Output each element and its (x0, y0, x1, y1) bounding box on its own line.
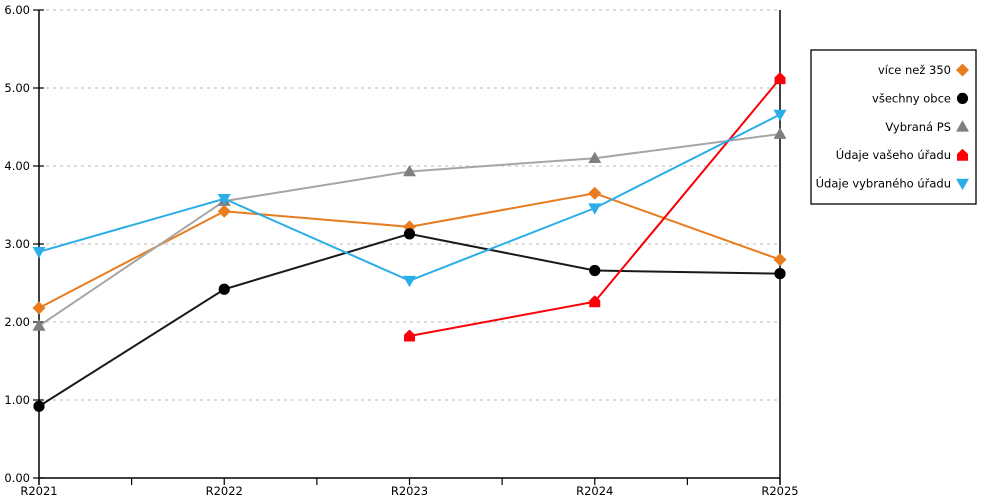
y-tick-label: 0.00 (4, 471, 30, 485)
legend-box (810, 49, 977, 205)
x-tick-label: R2025 (761, 484, 798, 498)
data-point-marker-4 (32, 247, 46, 259)
y-tick-label: 2.00 (4, 315, 30, 329)
data-point-marker-0 (588, 186, 602, 200)
x-tick-label: R2023 (391, 484, 428, 498)
triangle-up-legend-icon (956, 120, 969, 132)
data-point-marker-2 (403, 164, 416, 177)
data-point-marker-1 (33, 400, 45, 412)
data-point-marker-1 (589, 264, 601, 277)
pentagon-legend-icon (957, 148, 968, 161)
data-point-marker-0 (217, 204, 231, 218)
data-point-marker-3 (589, 295, 601, 308)
data-point-marker-3 (404, 329, 415, 342)
data-point-marker-1 (218, 283, 230, 295)
data-point-marker-0 (32, 301, 46, 315)
triangle-down-legend-icon (956, 178, 969, 191)
data-point-marker-3 (774, 72, 786, 85)
x-tick-label: R2021 (20, 484, 57, 498)
y-tick-label: 1.00 (4, 393, 30, 407)
y-tick-label: 3.00 (4, 237, 30, 251)
diamond-legend-icon (956, 63, 969, 77)
data-point-marker-4 (588, 203, 602, 215)
data-point-marker-2 (32, 319, 46, 331)
legend-label: více než 350 (878, 63, 951, 77)
legend-label: Údaje vybraného úřadu (816, 176, 951, 191)
series-line-1 (38, 232, 781, 408)
data-point-marker-4 (773, 109, 787, 122)
y-tick-label: 5.00 (4, 81, 30, 95)
legend-label: všechny obce (872, 91, 951, 105)
y-tick-label: 4.00 (4, 159, 30, 173)
data-point-marker-2 (588, 151, 602, 163)
circle-legend-icon (956, 92, 969, 104)
legend-label: Údaje vašeho úřadu (836, 147, 951, 162)
x-tick-label: R2022 (206, 484, 243, 498)
data-point-marker-1 (403, 228, 416, 240)
data-point-marker-1 (774, 268, 786, 280)
data-point-marker-0 (773, 253, 787, 267)
data-point-marker-4 (403, 275, 416, 288)
series-line-4 (38, 113, 781, 282)
x-tick-label: R2024 (576, 484, 613, 498)
y-tick-label: 6.00 (4, 3, 30, 17)
data-point-marker-4 (217, 193, 231, 206)
data-point-marker-2 (773, 127, 787, 139)
legend-label: Vybraná PS (885, 120, 951, 134)
